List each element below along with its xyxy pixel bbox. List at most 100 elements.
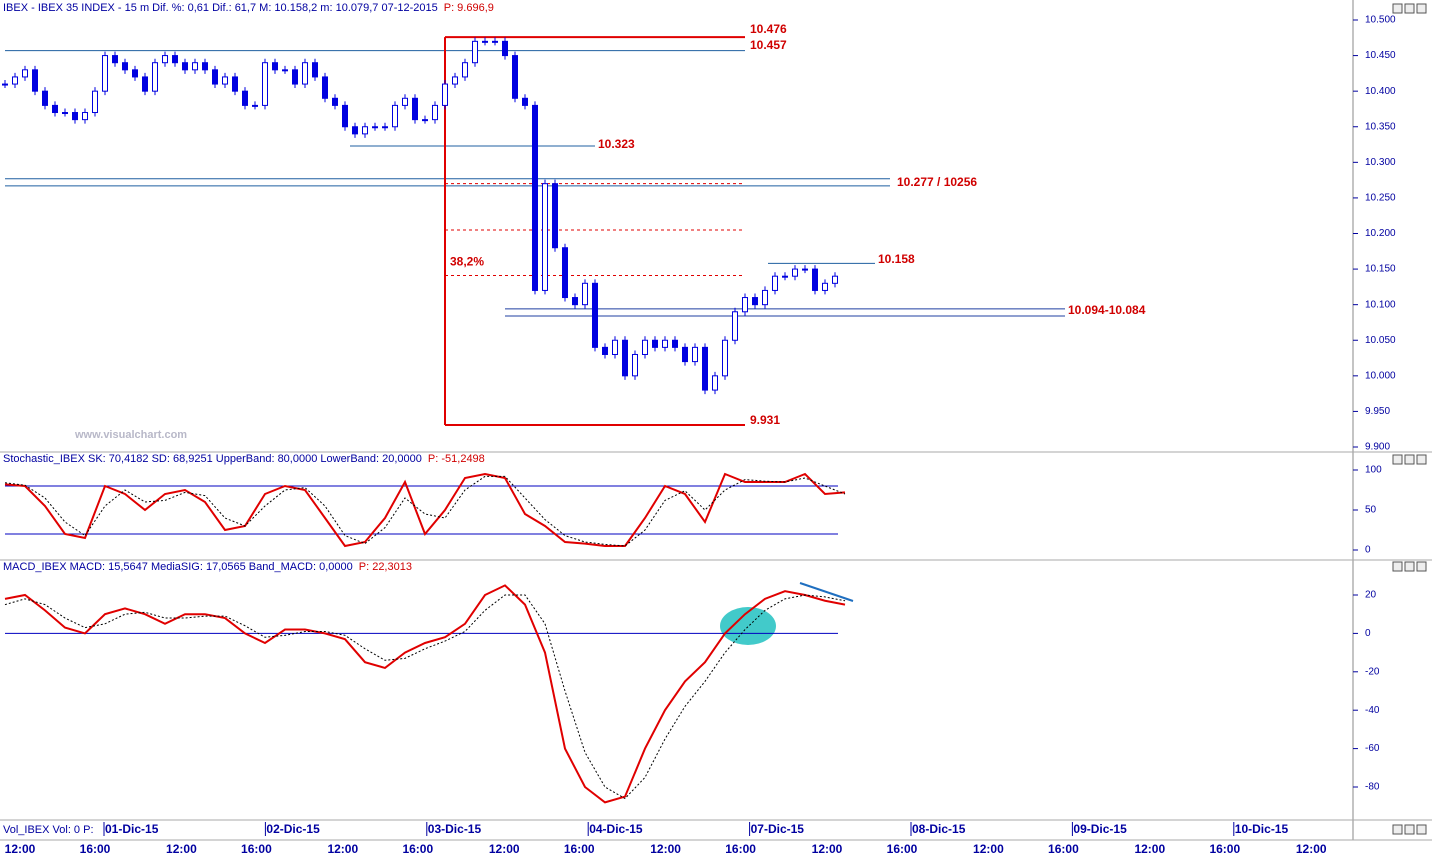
candle — [282, 69, 288, 72]
candle — [172, 55, 178, 64]
candle — [142, 76, 148, 92]
candle — [82, 112, 88, 121]
candle — [132, 69, 138, 78]
candle — [162, 55, 168, 64]
candle — [362, 126, 368, 135]
x-tick-label: 16:00 — [1048, 842, 1079, 856]
candle — [502, 40, 508, 57]
y-tick-label: -40 — [1365, 705, 1380, 716]
date-label: 02-Dic-15 — [266, 822, 320, 836]
candle — [632, 353, 638, 377]
y-tick-label: 10.100 — [1365, 299, 1396, 310]
candle — [612, 339, 618, 355]
y-tick-label: -20 — [1365, 666, 1380, 677]
candle — [582, 282, 588, 306]
candle — [442, 83, 448, 106]
x-tick-label: 12:00 — [1134, 842, 1165, 856]
candle — [292, 69, 298, 85]
trend-line — [799, 582, 854, 602]
y-tick-label: 10.000 — [1365, 370, 1396, 381]
candle — [72, 112, 78, 121]
date-label: 04-Dic-15 — [589, 822, 643, 836]
candle — [432, 104, 438, 121]
candle — [372, 126, 378, 129]
candle — [732, 311, 738, 341]
level-label: 10.457 — [750, 38, 787, 52]
candle — [382, 126, 388, 129]
y-tick-label: 10.050 — [1365, 335, 1396, 346]
x-tick-label: 16:00 — [402, 842, 433, 856]
candle — [742, 297, 748, 313]
candle — [22, 69, 28, 78]
candle — [552, 183, 558, 249]
candle — [562, 247, 568, 299]
candle — [182, 62, 188, 71]
candle — [32, 69, 38, 92]
panel-header: Stochastic_IBEX SK: 70,4182 SD: 68,9251 … — [3, 453, 485, 465]
y-tick-label: 10.450 — [1365, 50, 1396, 61]
candle — [392, 104, 398, 128]
candle — [272, 62, 278, 71]
watermark: www.visualchart.com — [74, 429, 187, 441]
candle — [512, 55, 518, 99]
candle — [12, 76, 18, 85]
candle — [762, 289, 768, 306]
date-label: 07-Dic-15 — [751, 822, 805, 836]
panel-header: MACD_IBEX MACD: 15,5647 MediaSIG: 17,056… — [3, 561, 412, 573]
candle — [62, 112, 68, 115]
candle — [772, 275, 778, 291]
candle — [472, 40, 478, 64]
x-tick-label: 12:00 — [812, 842, 843, 856]
candle — [702, 346, 708, 391]
y-tick-label: 10.200 — [1365, 228, 1396, 239]
x-tick-label: 12:00 — [1296, 842, 1327, 856]
panel-subtitle: P: -51,2498 — [428, 453, 485, 465]
candle — [712, 375, 718, 391]
candle — [542, 183, 548, 291]
y-tick-label: 20 — [1365, 590, 1377, 601]
level-label: 10.094-10.084 — [1068, 303, 1146, 317]
candle — [232, 76, 238, 92]
candle — [52, 104, 58, 114]
date-label: 10-Dic-15 — [1235, 822, 1289, 836]
x-tick-label: 16:00 — [1209, 842, 1240, 856]
candle — [152, 62, 158, 92]
volume-header: Vol_IBEX Vol: 0 P: — [3, 824, 94, 836]
level-label: 10.323 — [598, 137, 635, 151]
main-line — [4, 472, 846, 548]
candle — [692, 346, 698, 363]
candle — [302, 62, 308, 85]
candle — [102, 55, 108, 92]
candle — [202, 62, 208, 71]
x-tick-label: 16:00 — [564, 842, 595, 856]
candle — [122, 62, 128, 71]
y-tick-label: 10.300 — [1365, 157, 1396, 168]
candle — [92, 90, 98, 114]
candle — [322, 76, 328, 99]
window-buttons[interactable] — [1392, 3, 1427, 835]
candle — [352, 126, 358, 135]
level-label: 10.158 — [878, 252, 915, 266]
candle — [222, 76, 228, 85]
y-tick-label: 10.350 — [1365, 121, 1396, 132]
candle — [602, 346, 608, 355]
y-tick-label: 9.950 — [1365, 406, 1390, 417]
candle — [482, 40, 488, 43]
y-tick-label: -80 — [1365, 782, 1380, 793]
panel-subtitle: P: 22,3013 — [359, 561, 412, 573]
candle — [192, 62, 198, 71]
level-label: 10.277 / 10256 — [897, 175, 977, 189]
candle — [252, 104, 258, 107]
x-tick-label: 12:00 — [5, 842, 36, 856]
y-tick-label: -60 — [1365, 743, 1380, 754]
candle — [242, 90, 248, 106]
candle — [672, 339, 678, 348]
candle — [572, 297, 578, 306]
candle — [112, 55, 118, 64]
x-tick-label: 16:00 — [241, 842, 272, 856]
candle — [592, 282, 598, 348]
candle — [722, 339, 728, 377]
y-tick-label: 0 — [1365, 545, 1371, 556]
panel-title: Stochastic_IBEX SK: 70,4182 SD: 68,9251 … — [3, 453, 422, 465]
